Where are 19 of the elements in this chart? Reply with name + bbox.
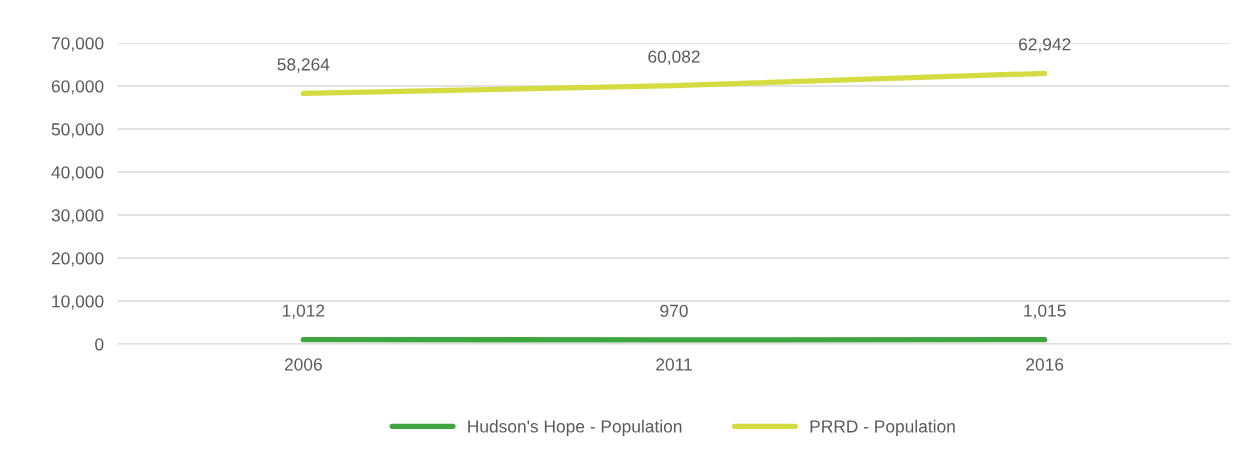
x-tick-label: 2006: [284, 358, 322, 371]
x-tick-label: 2011: [656, 358, 692, 371]
y-tick-label: 20,000: [51, 252, 104, 267]
data-label: 970: [660, 304, 688, 317]
data-label: 1,015: [1024, 304, 1066, 319]
y-tick-label: 40,000: [51, 166, 104, 181]
y-tick-label: 0: [95, 338, 104, 351]
y-tick-label: 50,000: [51, 123, 104, 138]
y-tick-label: 60,000: [51, 80, 104, 95]
y-tick-label: 30,000: [51, 209, 104, 224]
data-label: 62,942: [1019, 38, 1071, 53]
x-tick-label: 2016: [1026, 358, 1064, 371]
data-label: 58,264: [277, 58, 330, 73]
y-tick-label: 70,000: [51, 37, 104, 52]
legend-label: Hudson's Hope - Population: [468, 419, 682, 437]
y-tick-label: 10,000: [52, 295, 104, 310]
data-label: 1,012: [282, 304, 325, 319]
legend-label: PRRD - Population: [810, 419, 955, 437]
data-label: 60,082: [648, 50, 700, 65]
